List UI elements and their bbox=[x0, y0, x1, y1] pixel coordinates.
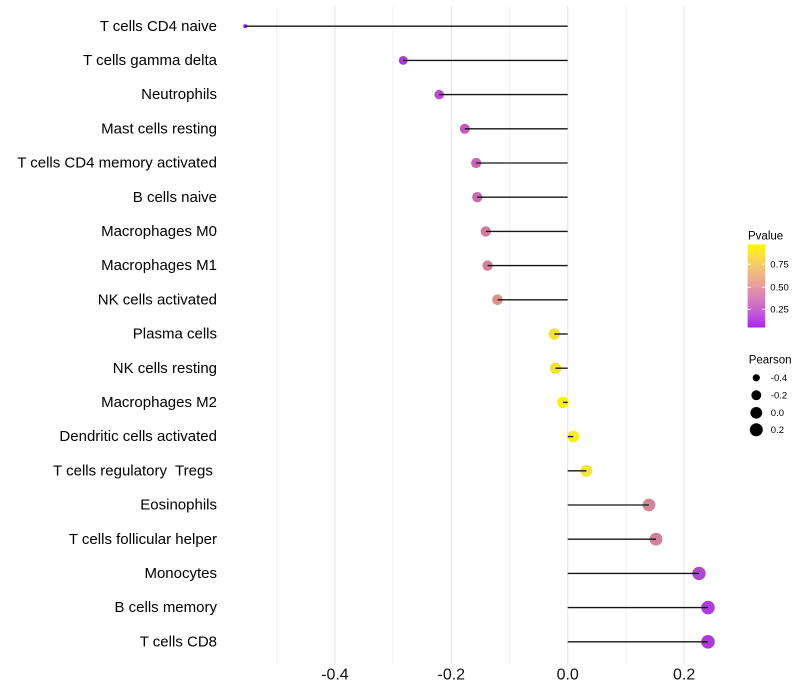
svg-text:Mast cells resting: Mast cells resting bbox=[101, 120, 217, 137]
svg-text:NK cells activated: NK cells activated bbox=[98, 291, 217, 308]
svg-text:0.0: 0.0 bbox=[557, 667, 579, 684]
svg-text:T cells CD4 naive: T cells CD4 naive bbox=[100, 18, 217, 35]
svg-text:0.75: 0.75 bbox=[770, 260, 789, 271]
svg-text:Pvalue: Pvalue bbox=[748, 231, 783, 243]
svg-text:-0.2: -0.2 bbox=[438, 667, 466, 684]
svg-text:T cells regulatory Tregs: T cells regulatory Tregs bbox=[53, 462, 217, 479]
svg-text:0.2: 0.2 bbox=[673, 667, 695, 684]
svg-text:T cells CD4 memory activated: T cells CD4 memory activated bbox=[17, 155, 217, 172]
svg-text:Neutrophils: Neutrophils bbox=[141, 86, 217, 103]
svg-text:Pearson: Pearson bbox=[749, 355, 792, 367]
svg-text:Dendritic cells activated: Dendritic cells activated bbox=[59, 428, 217, 445]
svg-text:Macrophages M2: Macrophages M2 bbox=[101, 394, 217, 411]
svg-text:0.0: 0.0 bbox=[771, 408, 784, 419]
svg-text:-0.4: -0.4 bbox=[771, 373, 787, 384]
svg-text:NK cells resting: NK cells resting bbox=[113, 360, 217, 377]
svg-text:0.50: 0.50 bbox=[770, 283, 789, 294]
svg-text:T cells follicular helper: T cells follicular helper bbox=[69, 531, 217, 548]
svg-text:B cells memory: B cells memory bbox=[114, 599, 217, 616]
svg-text:Plasma cells: Plasma cells bbox=[133, 326, 217, 343]
svg-text:0.2: 0.2 bbox=[771, 425, 784, 436]
svg-text:-0.4: -0.4 bbox=[321, 667, 349, 684]
svg-text:Monocytes: Monocytes bbox=[144, 565, 217, 582]
svg-text:-0.2: -0.2 bbox=[771, 391, 787, 402]
svg-text:Macrophages M0: Macrophages M0 bbox=[101, 223, 217, 240]
svg-text:Eosinophils: Eosinophils bbox=[140, 497, 217, 514]
svg-text:T cells gamma delta: T cells gamma delta bbox=[83, 52, 218, 69]
svg-text:B cells naive: B cells naive bbox=[133, 189, 217, 206]
svg-text:0.25: 0.25 bbox=[770, 305, 789, 316]
svg-text:T cells CD8: T cells CD8 bbox=[140, 633, 217, 650]
svg-text:Macrophages M1: Macrophages M1 bbox=[101, 257, 217, 274]
